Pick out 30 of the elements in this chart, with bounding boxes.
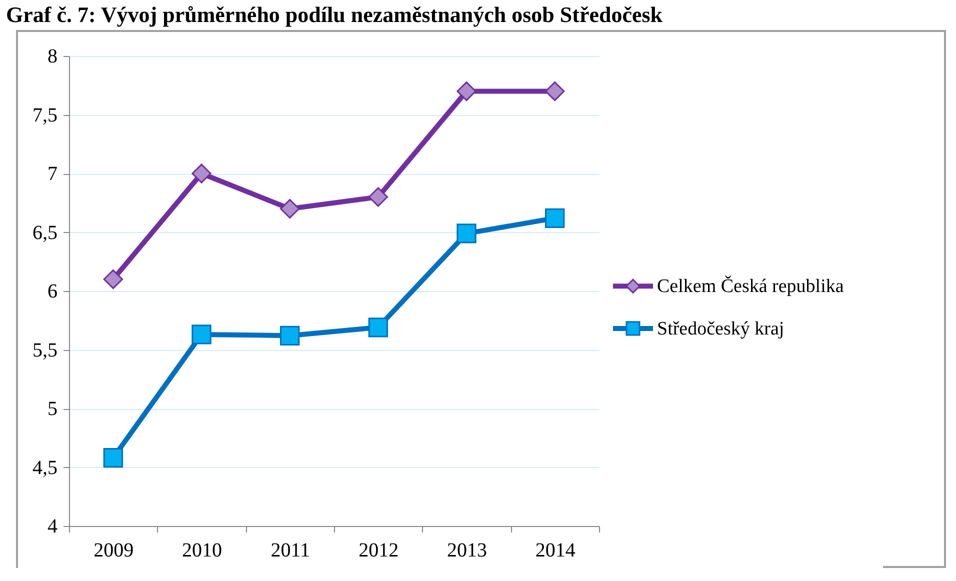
x-tick-label: 2009 xyxy=(94,540,134,562)
legend-label: Středočeský kraj xyxy=(657,318,784,340)
y-tick-label: 6,5 xyxy=(32,222,58,244)
point xyxy=(368,187,388,207)
point xyxy=(368,318,388,338)
y-tick-label: 6 xyxy=(48,280,58,302)
point xyxy=(280,198,300,219)
y-tick-label: 4,5 xyxy=(32,456,58,479)
point xyxy=(456,81,476,102)
y-tick-label: 4 xyxy=(48,516,58,538)
y-tick-label: 8 xyxy=(48,46,58,68)
x-tick-label: 2011 xyxy=(270,540,310,562)
point xyxy=(192,164,212,184)
point xyxy=(103,269,123,290)
point xyxy=(280,326,300,346)
point xyxy=(545,208,565,228)
point xyxy=(545,81,565,102)
x-tick-label: 2012 xyxy=(358,540,399,562)
point xyxy=(103,448,123,468)
x-tick-label: 2014 xyxy=(535,540,576,562)
point xyxy=(192,324,212,344)
x-tick-label: 2013 xyxy=(447,540,487,562)
y-tick-label: 7,5 xyxy=(32,104,58,126)
legend-label: Celkem Česká republika xyxy=(657,275,844,298)
x-tick-label: 2010 xyxy=(182,540,222,562)
y-tick-label: 5 xyxy=(48,398,58,420)
y-tick-label: 7 xyxy=(48,163,58,185)
y-tick-label: 5,5 xyxy=(32,339,58,362)
chart-title: Graf č. 7: Vývoj průměrného podílu nezaměstnaných osob Středočesk xyxy=(6,2,664,28)
point xyxy=(456,224,476,244)
